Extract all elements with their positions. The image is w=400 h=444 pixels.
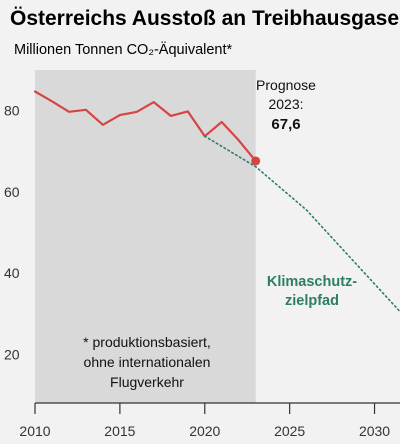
y-tick-label: 80 xyxy=(4,103,20,119)
x-tick-label: 2010 xyxy=(19,423,50,439)
x-tick-label: 2015 xyxy=(104,423,135,439)
series-layer xyxy=(33,90,400,313)
forecast-label-line2: 2023: xyxy=(268,96,303,112)
forecast-value-label: 67,6 xyxy=(271,116,300,133)
emissions-line xyxy=(33,90,257,163)
x-axis: 2010 2015 2020 2025 2030 xyxy=(19,402,400,439)
x-tick-label: 2030 xyxy=(359,423,390,439)
y-tick-label: 60 xyxy=(4,184,20,200)
chart-title: Österreichs Ausstoß an Treibhausgasen xyxy=(10,7,400,30)
y-tick-label: 40 xyxy=(4,265,20,281)
x-tick-label: 2020 xyxy=(189,423,220,439)
footnote-line1: * produktionsbasiert, xyxy=(83,334,211,350)
forecast-label-line1: Prognose xyxy=(256,77,316,93)
x-tick-label: 2025 xyxy=(274,423,305,439)
y-axis-label: Millionen Tonnen CO₂-Äquivalent* xyxy=(14,41,233,58)
target-path-label-line1: Klimaschutz- xyxy=(267,274,357,290)
y-tick-label: 20 xyxy=(4,346,20,362)
target-path-label-line2: zielpfad xyxy=(285,293,339,309)
forecast-point xyxy=(251,156,261,166)
footnote-line3: Flugverkehr xyxy=(110,374,184,390)
footnote-line2: ohne internationalen xyxy=(84,354,211,370)
y-axis-ticks: 20 40 60 80 xyxy=(4,103,20,363)
target-path-line xyxy=(204,135,400,313)
